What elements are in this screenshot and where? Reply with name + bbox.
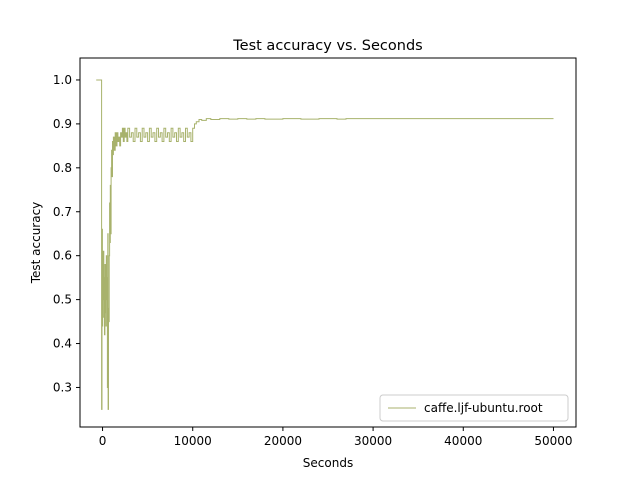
x-tick-label: 50000 <box>534 434 572 448</box>
series-layer <box>96 79 554 410</box>
x-tick-label: 20000 <box>264 434 302 448</box>
x-axis-title: Seconds <box>303 456 353 470</box>
chart-title: Test accuracy vs. Seconds <box>232 38 422 54</box>
y-axis-ticks: 0.3 0.4 0.5 0.6 0.7 0.8 0.9 1.0 <box>53 73 80 394</box>
y-tick-label: 0.4 <box>53 337 72 351</box>
x-tick-label: 0 <box>99 434 107 448</box>
y-tick-label: 0.3 <box>53 380 72 394</box>
legend-label: caffe.ljf-ubuntu.root <box>424 401 543 415</box>
y-tick-label: 0.7 <box>53 205 72 219</box>
x-tick-label: 10000 <box>174 434 212 448</box>
y-tick-label: 0.8 <box>53 161 72 175</box>
plot-frame <box>79 57 577 428</box>
x-tick-label: 30000 <box>354 434 392 448</box>
x-tick-label: 40000 <box>444 434 482 448</box>
x-axis-ticks: 0 10000 20000 30000 40000 50000 <box>99 427 573 448</box>
legend: caffe.ljf-ubuntu.root <box>379 394 569 422</box>
y-axis-title: Test accuracy <box>29 202 43 285</box>
y-tick-label: 0.6 <box>53 249 72 263</box>
plot-area <box>80 58 576 427</box>
y-tick-label: 1.0 <box>53 73 72 87</box>
y-tick-label: 0.5 <box>53 293 72 307</box>
y-tick-label: 0.9 <box>53 117 72 131</box>
series-line-0 <box>96 79 554 410</box>
legend-box <box>379 394 569 422</box>
